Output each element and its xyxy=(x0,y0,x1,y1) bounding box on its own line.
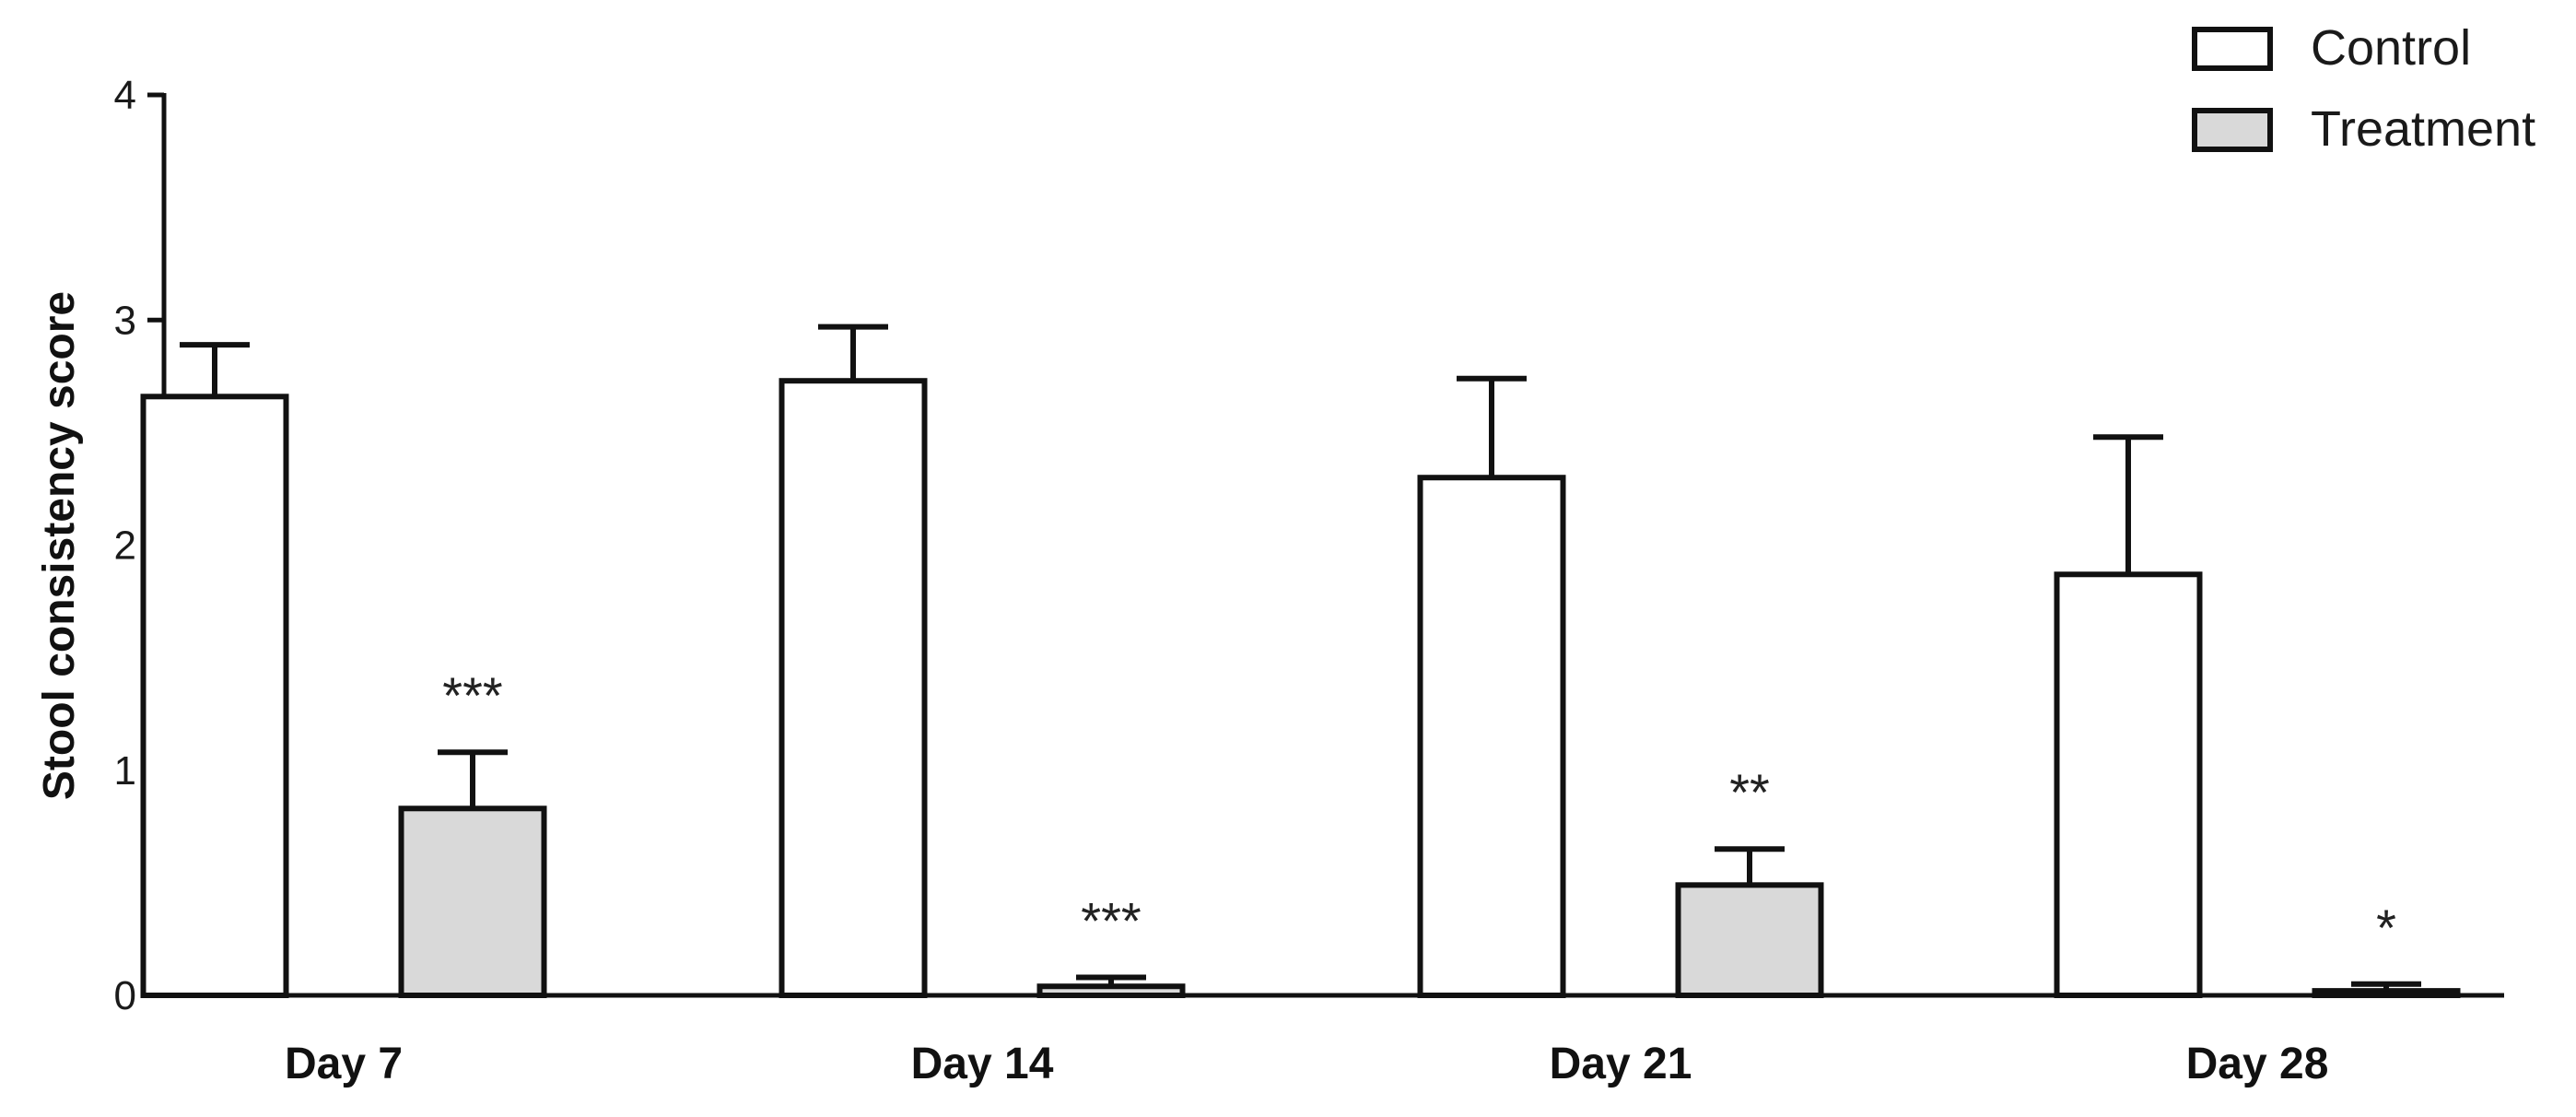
labels-group: *** Day 7 *** Day 14 ** Day 21 * Day 28 xyxy=(285,666,2396,1088)
x-category-label: Day 7 xyxy=(285,1040,403,1088)
control-bar xyxy=(1417,475,1566,998)
x-category-label: Day 28 xyxy=(2186,1040,2329,1088)
legend: Control Treatment xyxy=(2192,20,2535,157)
treatment-bar xyxy=(1675,882,1824,999)
y-tick-label: 3 xyxy=(114,298,136,343)
bars-group xyxy=(140,323,2461,999)
x-category-label: Day 14 xyxy=(911,1040,1054,1088)
legend-label-control: Control xyxy=(2311,20,2471,76)
treatment-bar xyxy=(1036,983,1186,998)
x-category-label: Day 21 xyxy=(1550,1040,1692,1088)
treatment-bar xyxy=(398,805,547,999)
y-tick-label: 2 xyxy=(114,523,136,569)
axes: 0 1 2 3 4 Stool consistency score xyxy=(35,73,2504,1018)
significance-label: *** xyxy=(1081,891,1141,949)
significance-label: ** xyxy=(1729,763,1770,821)
y-tick-label: 0 xyxy=(114,973,136,1018)
y-tick-label: 4 xyxy=(114,73,136,118)
y-tick-label: 1 xyxy=(114,748,136,794)
control-bar xyxy=(140,394,289,999)
control-bar xyxy=(779,378,928,998)
legend-swatch-control xyxy=(2192,27,2273,71)
control-bar xyxy=(2054,571,2203,998)
legend-swatch-treatment xyxy=(2192,108,2273,152)
significance-label: *** xyxy=(442,666,502,724)
legend-label-treatment: Treatment xyxy=(2311,101,2535,157)
y-axis-label: Stool consistency score xyxy=(35,291,84,800)
significance-label: * xyxy=(2376,899,2396,957)
treatment-bar xyxy=(2312,988,2461,998)
